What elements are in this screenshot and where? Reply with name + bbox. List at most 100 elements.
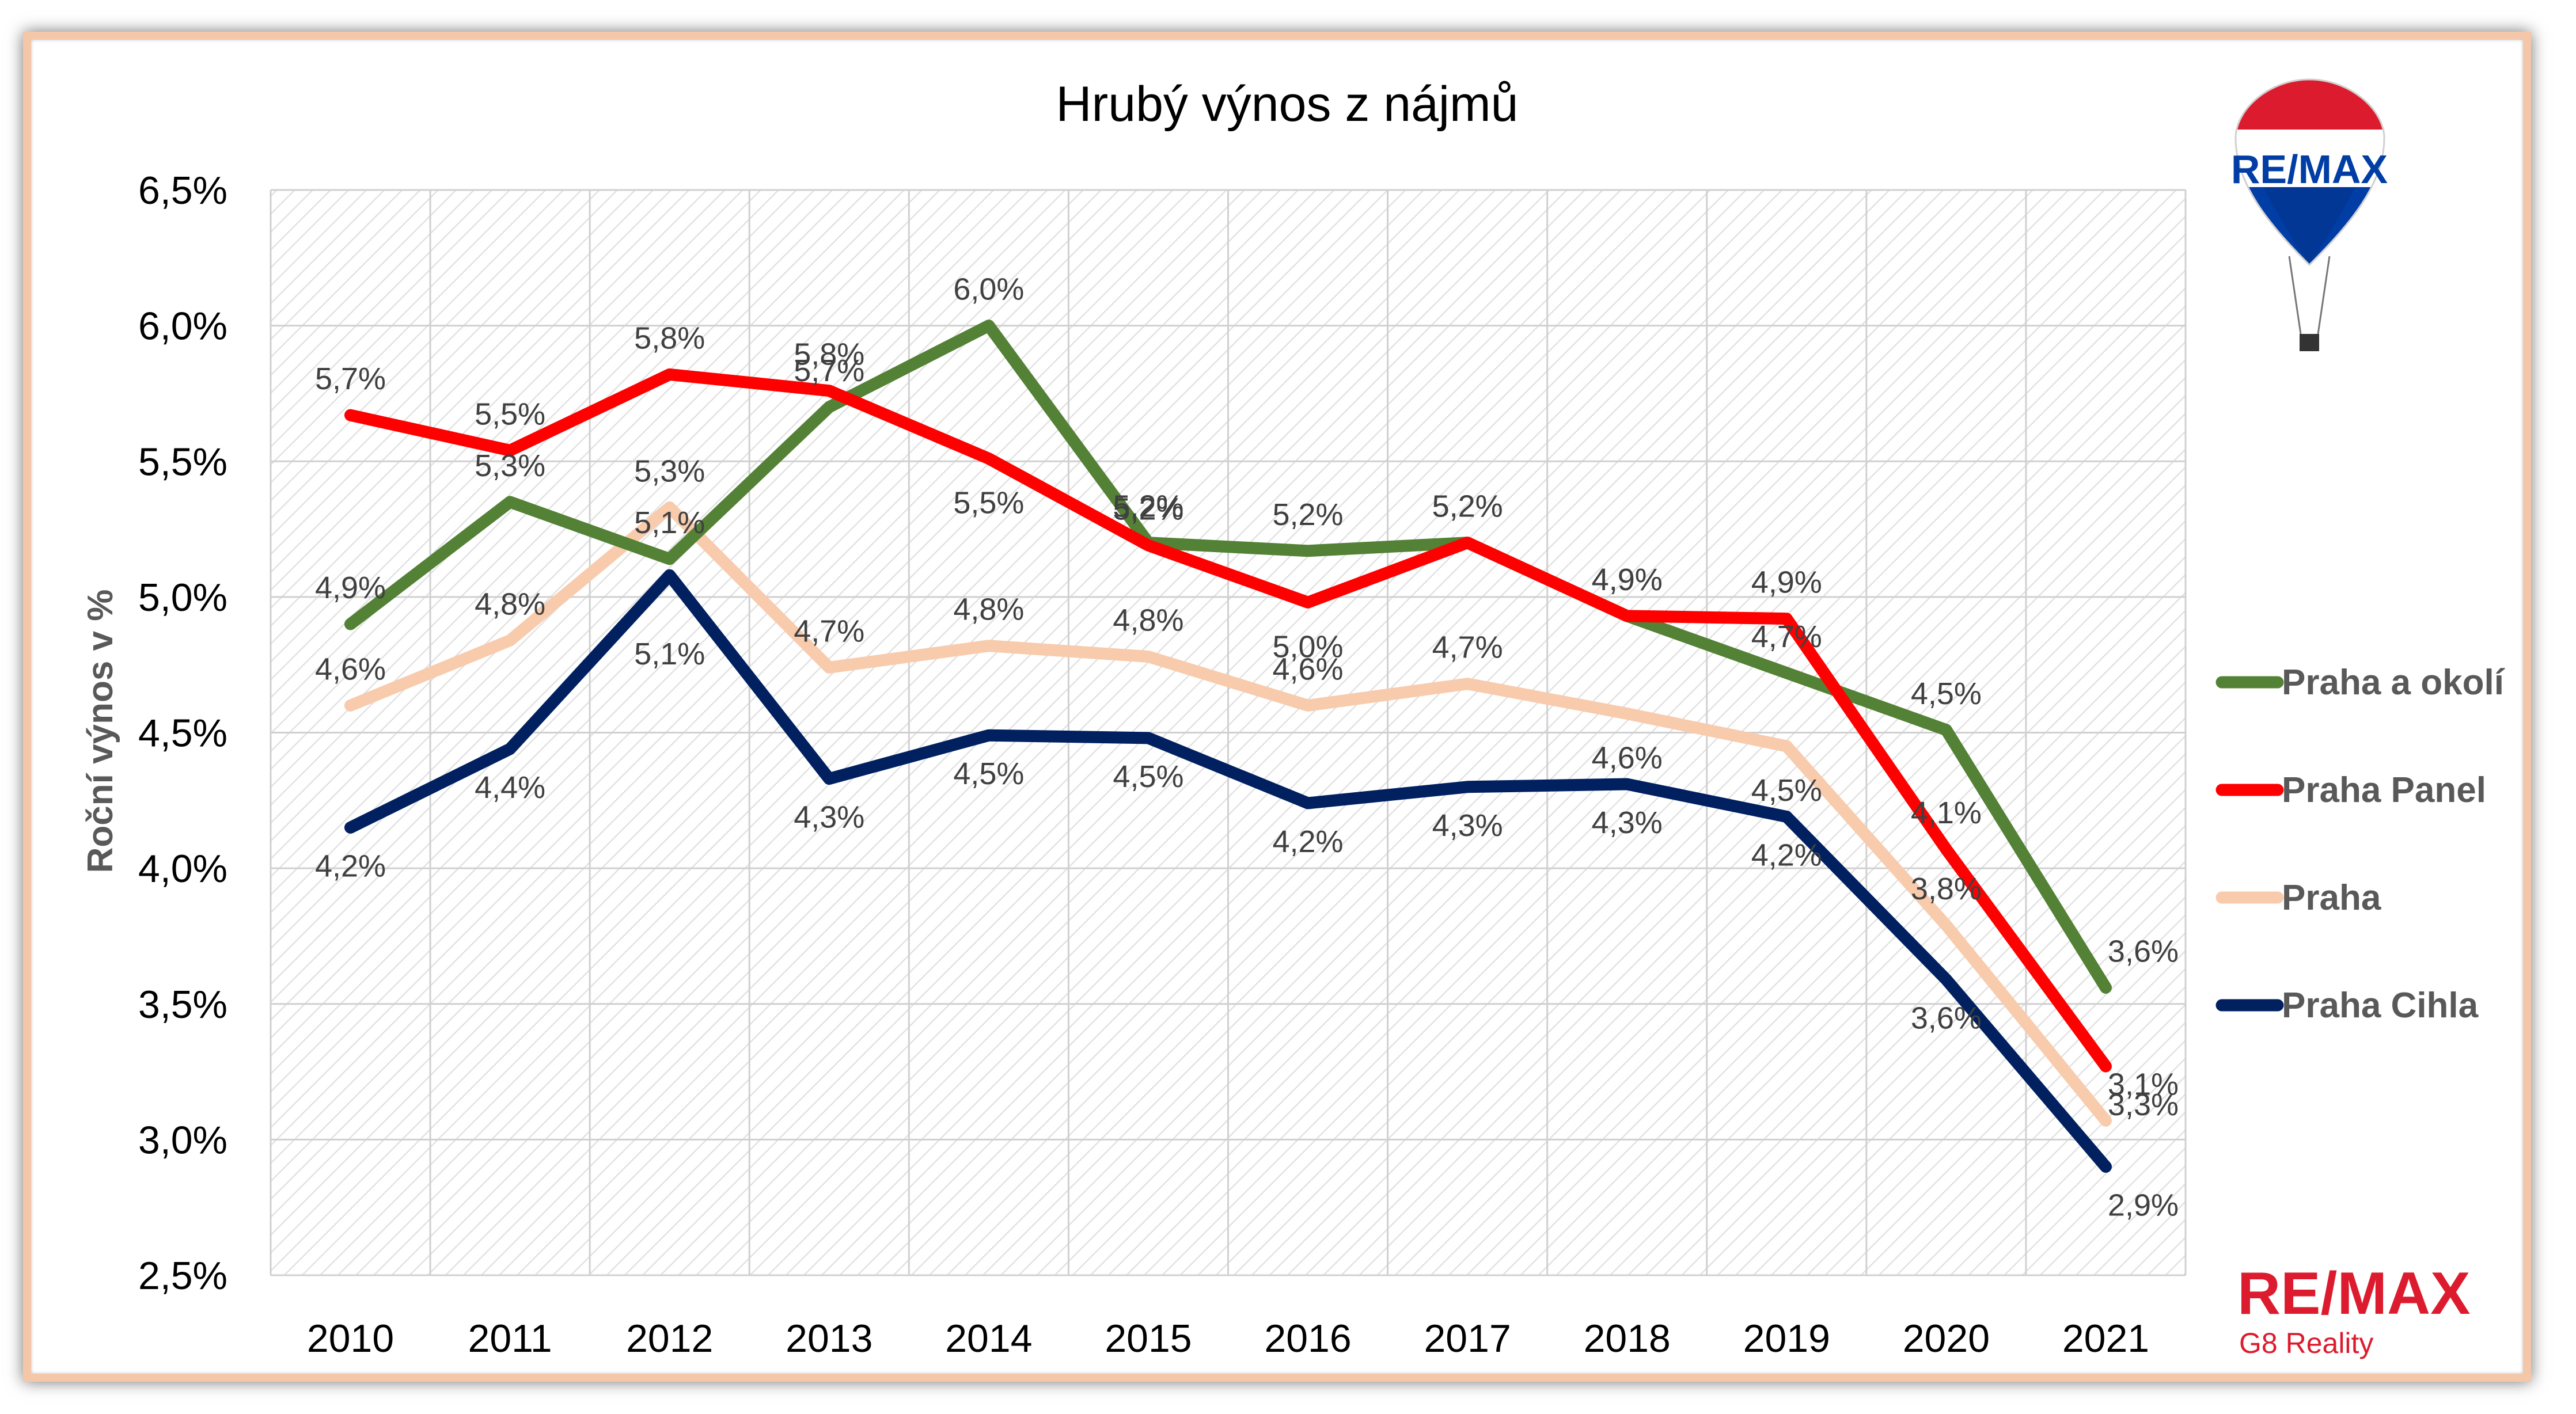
data-point bbox=[350, 415, 351, 416]
data-label: 4,6% bbox=[1272, 652, 1343, 686]
data-label: 4,9% bbox=[1751, 565, 1822, 600]
data-point bbox=[829, 406, 830, 408]
data-label: 5,2% bbox=[1432, 489, 1503, 524]
data-point bbox=[1467, 683, 1468, 685]
data-label: 4,6% bbox=[1592, 741, 1663, 776]
y-tick-label: 6,5% bbox=[138, 169, 227, 212]
data-label: 3,6% bbox=[1911, 1001, 1982, 1035]
x-tick-label: 2021 bbox=[2062, 1317, 2149, 1360]
y-tick-label: 3,0% bbox=[138, 1118, 227, 1162]
y-tick-label: 4,5% bbox=[138, 712, 227, 755]
data-label: 5,3% bbox=[634, 454, 705, 488]
data-label: 6,0% bbox=[953, 272, 1024, 307]
x-tick-label: 2014 bbox=[945, 1317, 1032, 1360]
data-label: 4,7% bbox=[794, 614, 864, 648]
data-point bbox=[1786, 746, 1787, 747]
data-point bbox=[2105, 1066, 2106, 1067]
data-point bbox=[1467, 542, 1468, 543]
data-point bbox=[1945, 729, 1947, 731]
data-label: 4,6% bbox=[315, 652, 386, 686]
data-labels: 4,9% 5,3% 5,1% 5,7% 6,0% 5,2% 5,2% 5,2% 4,9% 4,7%… bbox=[315, 272, 2179, 1223]
series-line-2 bbox=[344, 501, 2112, 1127]
x-tick-label: 2011 bbox=[468, 1317, 552, 1360]
data-label: 4,9% bbox=[1592, 562, 1663, 597]
data-point bbox=[829, 778, 830, 780]
data-point bbox=[1945, 979, 1947, 980]
x-tick-label: 2010 bbox=[307, 1317, 394, 1360]
data-point bbox=[1307, 602, 1308, 603]
data-label: 3,1% bbox=[2108, 1067, 2179, 1101]
data-point bbox=[1626, 784, 1627, 785]
data-label: 4,4% bbox=[475, 770, 545, 805]
data-point bbox=[1626, 713, 1627, 714]
legend: Praha a okolí Praha Panel Praha Praha Cihla bbox=[2215, 663, 2505, 1025]
series-lines bbox=[344, 320, 2112, 1173]
legend-label: Praha a okolí bbox=[2282, 663, 2505, 702]
data-label: 4,3% bbox=[794, 800, 864, 835]
data-label: 4,7% bbox=[1432, 630, 1503, 665]
y-tick-label: 4,0% bbox=[138, 847, 227, 891]
data-label: 5,5% bbox=[475, 397, 545, 431]
data-point bbox=[1148, 738, 1149, 739]
x-tick-label: 2016 bbox=[1264, 1317, 1351, 1360]
data-label: 2,9% bbox=[2108, 1188, 2179, 1223]
data-point bbox=[1148, 545, 1149, 546]
data-label: 4,5% bbox=[1751, 773, 1822, 808]
x-tick-label: 2015 bbox=[1105, 1317, 1192, 1360]
series-line-0 bbox=[344, 320, 2112, 994]
data-point bbox=[1786, 816, 1787, 818]
data-label: 4,2% bbox=[1272, 824, 1343, 859]
data-point bbox=[1307, 803, 1308, 804]
data-label: 5,8% bbox=[634, 321, 705, 355]
data-label: 5,2% bbox=[1432, 489, 1503, 524]
data-point bbox=[350, 705, 351, 706]
data-point bbox=[988, 735, 989, 736]
y-axis-label: Roční výnos v % bbox=[81, 590, 120, 873]
data-point bbox=[1467, 786, 1468, 788]
data-point bbox=[829, 390, 830, 391]
data-point bbox=[510, 640, 511, 641]
data-label: 5,7% bbox=[315, 362, 386, 396]
data-label: 4,5% bbox=[1113, 759, 1183, 794]
data-point bbox=[1307, 705, 1308, 706]
data-point bbox=[1307, 550, 1308, 552]
series-line-1 bbox=[344, 368, 2112, 1073]
data-point bbox=[1148, 656, 1149, 657]
data-point bbox=[669, 575, 670, 576]
data-label: 4,9% bbox=[1592, 562, 1663, 597]
data-label: 4,5% bbox=[1911, 676, 1982, 711]
balloon-logo: RE/MAX bbox=[2231, 78, 2388, 351]
data-label: 3,3% bbox=[2108, 1088, 2179, 1122]
data-label: 4,8% bbox=[953, 592, 1024, 627]
data-label: 5,0% bbox=[1272, 629, 1343, 664]
data-label: 3,8% bbox=[1911, 872, 1982, 906]
x-tick-label: 2017 bbox=[1424, 1317, 1511, 1360]
data-point bbox=[1945, 849, 1947, 850]
x-tick-label: 2013 bbox=[786, 1317, 872, 1360]
remax-subtitle: G8 Reality bbox=[2239, 1327, 2373, 1359]
x-tick-label: 2019 bbox=[1743, 1317, 1830, 1360]
data-point bbox=[1786, 672, 1787, 674]
data-point bbox=[510, 748, 511, 750]
data-label: 5,8% bbox=[794, 337, 864, 372]
y-tick-label: 6,0% bbox=[138, 305, 227, 348]
data-point bbox=[2105, 1166, 2106, 1168]
legend-label: Praha Panel bbox=[2282, 770, 2486, 810]
legend-label: Praha bbox=[2282, 878, 2381, 918]
data-point bbox=[1945, 925, 1947, 926]
y-tick-label: 5,5% bbox=[138, 440, 227, 484]
y-tick-label: 2,5% bbox=[138, 1254, 227, 1298]
remax-wordmark: RE/MAX G8 Reality bbox=[2237, 1260, 2470, 1359]
data-point bbox=[669, 558, 670, 560]
series-line-3 bbox=[344, 569, 2112, 1173]
data-point bbox=[2105, 1120, 2106, 1121]
data-label: 4,7% bbox=[1751, 619, 1822, 654]
data-label: 4,2% bbox=[315, 849, 386, 883]
data-label: 5,1% bbox=[634, 637, 705, 671]
data-label: 3,6% bbox=[2108, 934, 2179, 968]
legend-label: Praha Cihla bbox=[2282, 986, 2479, 1025]
data-point bbox=[1626, 615, 1627, 617]
data-label: 4,3% bbox=[1432, 808, 1503, 843]
data-label: 4,8% bbox=[1113, 603, 1183, 638]
